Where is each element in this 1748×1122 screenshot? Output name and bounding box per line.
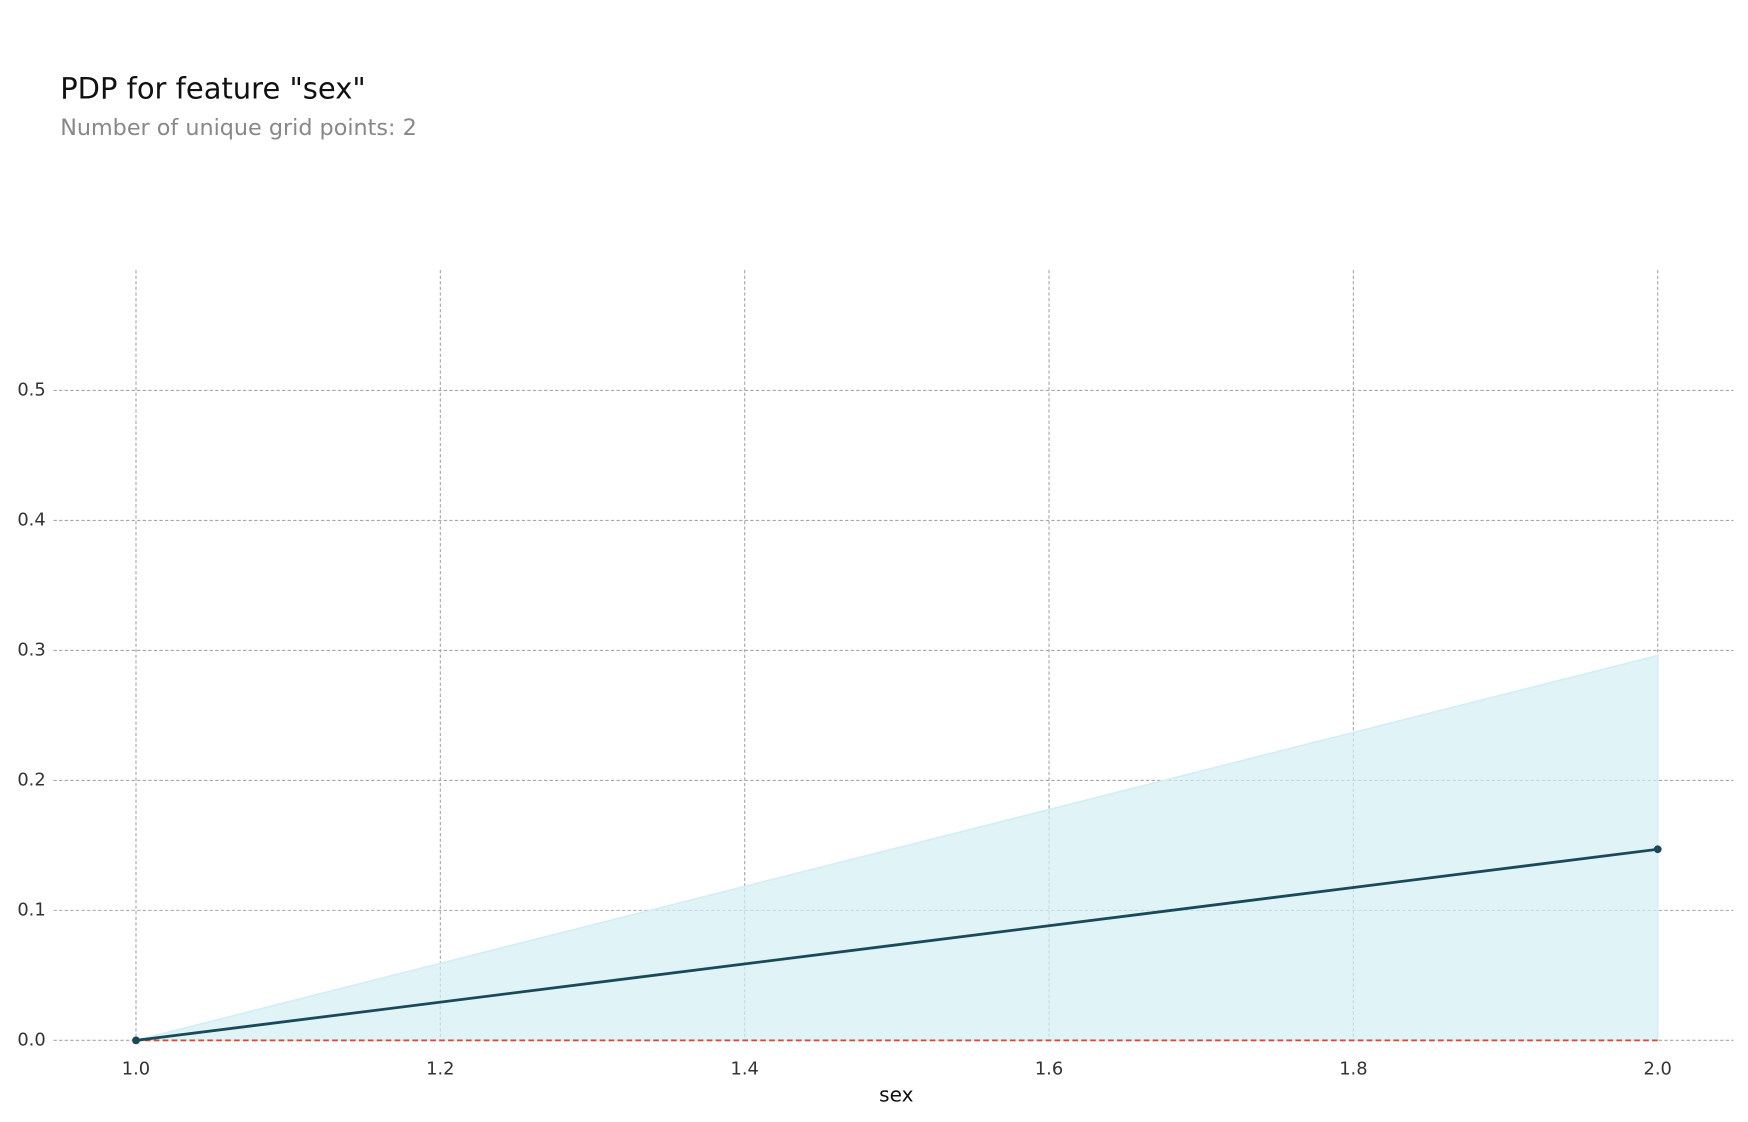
chart-subtitle: Number of unique grid points: 2 xyxy=(60,115,417,141)
point xyxy=(1653,845,1662,854)
x-tick-label: 1.6 xyxy=(1035,1058,1063,1079)
y-tick-label: 0.0 xyxy=(17,1029,45,1050)
pdp-line xyxy=(135,847,1658,1042)
y-tick-label: 0.1 xyxy=(17,899,45,920)
x-tick-label: 1.2 xyxy=(426,1058,454,1079)
x-tick-label: 1.4 xyxy=(731,1058,759,1079)
confidence-band xyxy=(135,654,1659,1042)
chart-title: PDP for feature "sex" xyxy=(60,72,366,106)
y-tick-label: 0.3 xyxy=(17,639,45,660)
x-tick-label: 1.0 xyxy=(122,1058,150,1079)
x-tick-label: 1.8 xyxy=(1339,1058,1367,1079)
x-axis-label: sex xyxy=(879,1083,913,1107)
point xyxy=(132,1036,140,1045)
y-tick-label: 0.5 xyxy=(17,379,45,400)
y-tick-label: 0.4 xyxy=(17,509,45,530)
x-tick-label: 2.0 xyxy=(1644,1058,1672,1079)
y-tick-label: 0.2 xyxy=(17,769,45,790)
